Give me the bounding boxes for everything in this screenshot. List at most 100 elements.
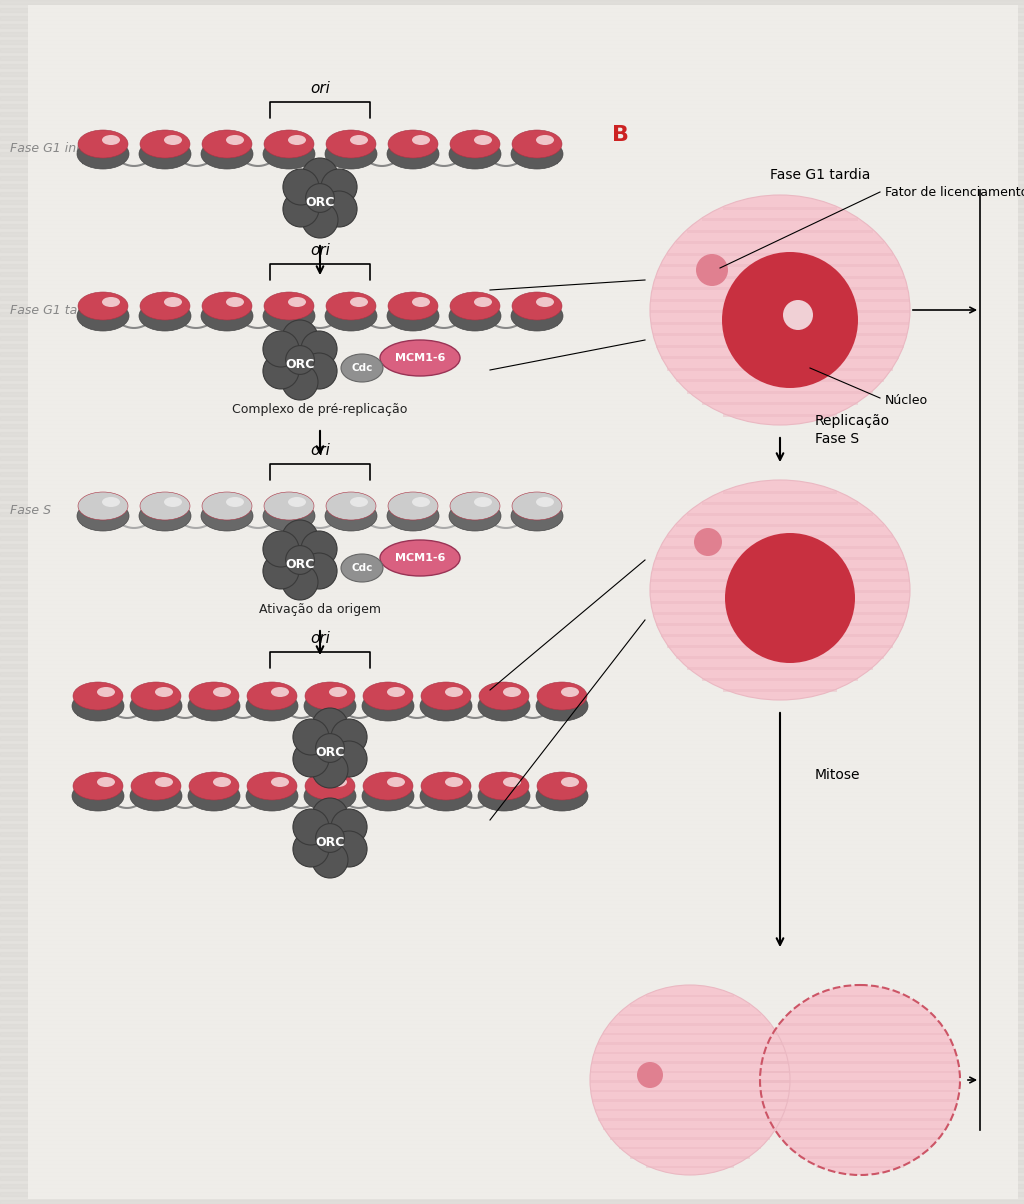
Ellipse shape [247,681,297,710]
Text: ORC: ORC [315,836,345,849]
Ellipse shape [511,301,563,331]
FancyBboxPatch shape [723,491,837,494]
Ellipse shape [78,492,128,520]
Bar [0,360,1024,364]
Bar [0,496,1024,500]
Bar [0,889,1024,892]
FancyBboxPatch shape [610,1137,770,1140]
Circle shape [283,169,318,205]
Ellipse shape [102,497,120,507]
Bar [0,576,1024,580]
FancyBboxPatch shape [676,524,884,527]
Bar [0,560,1024,563]
Bar [0,904,1024,908]
Bar [0,720,1024,724]
Bar [0,384,1024,388]
Bar [0,920,1024,923]
Ellipse shape [264,293,314,320]
Ellipse shape [164,297,182,307]
Bar [0,424,1024,427]
Bar [0,128,1024,132]
Ellipse shape [449,301,501,331]
Circle shape [263,353,299,389]
FancyBboxPatch shape [656,557,904,560]
Ellipse shape [130,691,182,721]
Bar [0,1008,1024,1013]
FancyBboxPatch shape [800,1156,920,1158]
Ellipse shape [329,777,347,787]
Text: Fase S: Fase S [10,503,51,517]
Bar [0,16,1024,20]
Bar [0,312,1024,315]
Bar [0,33,1024,36]
Bar [0,568,1024,572]
Bar [0,136,1024,140]
Bar [0,264,1024,268]
Ellipse shape [387,501,439,531]
Ellipse shape [512,492,562,520]
Circle shape [312,798,348,834]
Ellipse shape [474,297,492,307]
Ellipse shape [139,138,191,169]
Bar [0,848,1024,852]
Bar [0,336,1024,340]
FancyBboxPatch shape [788,1146,932,1149]
Circle shape [263,531,299,567]
Ellipse shape [189,681,239,710]
Circle shape [312,842,348,878]
Circle shape [283,191,318,228]
Ellipse shape [139,501,191,531]
Bar [0,1152,1024,1156]
FancyBboxPatch shape [650,299,909,302]
Circle shape [282,520,318,556]
FancyBboxPatch shape [660,356,899,359]
Ellipse shape [420,781,472,811]
FancyBboxPatch shape [788,1014,932,1016]
Ellipse shape [325,301,377,331]
Bar [0,687,1024,692]
Ellipse shape [97,777,115,787]
Circle shape [293,809,329,845]
Ellipse shape [561,777,579,787]
Bar [0,512,1024,517]
Ellipse shape [155,687,173,697]
Bar [0,393,1024,396]
Text: Fator de licenciamento: Fator de licenciamento [885,185,1024,199]
Ellipse shape [271,687,289,697]
Bar [0,911,1024,916]
Ellipse shape [326,492,376,520]
Ellipse shape [450,130,500,158]
Bar [0,1120,1024,1125]
Bar [0,1104,1024,1108]
Ellipse shape [479,681,529,710]
Bar [0,64,1024,67]
Bar [0,169,1024,172]
Ellipse shape [362,681,413,710]
Bar [0,504,1024,508]
Bar [0,672,1024,675]
Bar [0,744,1024,748]
FancyBboxPatch shape [723,207,837,209]
Bar [0,952,1024,956]
Bar [0,1137,1024,1140]
FancyBboxPatch shape [761,1070,959,1073]
Bar [0,24,1024,28]
Circle shape [312,708,348,744]
FancyBboxPatch shape [618,1146,762,1149]
Bar [0,432,1024,436]
Ellipse shape [288,135,306,144]
Bar [0,344,1024,348]
Circle shape [293,740,329,777]
Ellipse shape [164,497,182,507]
FancyBboxPatch shape [660,264,899,267]
Bar [0,1088,1024,1092]
FancyBboxPatch shape [780,1023,940,1026]
Text: Fase G1 tardia: Fase G1 tardia [10,303,101,317]
Ellipse shape [561,687,579,697]
Ellipse shape [362,772,413,799]
Ellipse shape [263,501,315,531]
FancyBboxPatch shape [618,1014,762,1016]
Ellipse shape [131,681,181,710]
FancyBboxPatch shape [660,545,899,549]
Circle shape [293,719,329,755]
